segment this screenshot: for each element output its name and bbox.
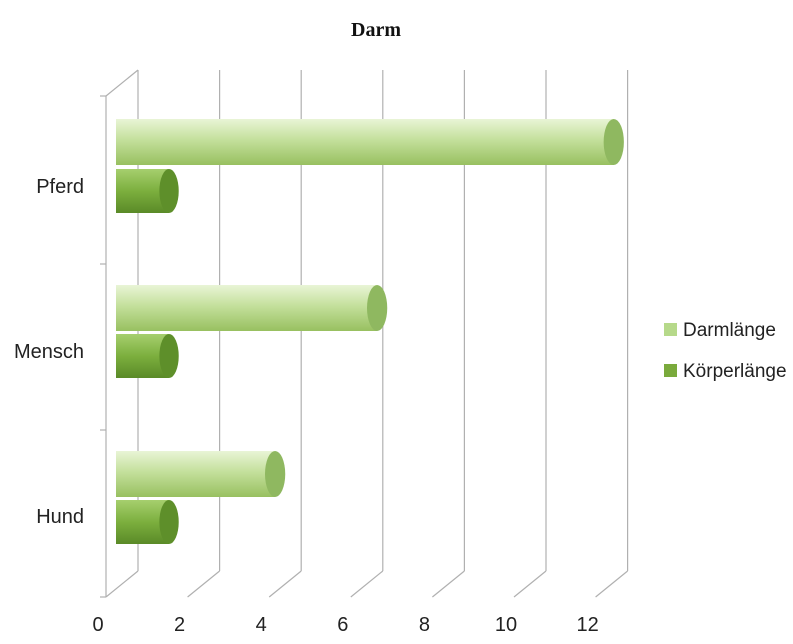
bar-koerperlaenge-pferd-body xyxy=(116,169,170,213)
bar-koerperlaenge-hund xyxy=(116,500,179,544)
bar-koerperlaenge-mensch-cap xyxy=(159,334,179,378)
bar-koerperlaenge-pferd xyxy=(116,169,179,213)
x-tick-label: 8 xyxy=(419,614,430,636)
x-tick-label: 4 xyxy=(256,614,267,636)
category-label-pferd: Pferd xyxy=(36,176,84,198)
floor-gridline xyxy=(187,570,220,598)
side-wall-top-edge xyxy=(105,69,139,97)
bar-darmlaenge-hund xyxy=(116,451,286,497)
floor-gridline xyxy=(350,570,384,598)
floor-gridline xyxy=(105,570,139,598)
y-axis-categories: Pferd Mensch Hund xyxy=(14,176,84,528)
floor-gridline xyxy=(595,570,628,598)
bar-koerperlaenge-pferd-cap xyxy=(159,169,179,213)
floor-gridline xyxy=(268,570,302,598)
chart-title: Darm xyxy=(351,19,401,41)
category-label-hund: Hund xyxy=(36,506,84,528)
bar-darmlaenge-pferd-cap xyxy=(603,119,624,165)
bar-darmlaenge-hund-body xyxy=(116,451,276,497)
category-label-mensch: Mensch xyxy=(14,341,84,363)
bar-koerperlaenge-hund-cap xyxy=(159,500,179,544)
floor-gridline xyxy=(432,570,465,598)
bar-koerperlaenge-mensch-body xyxy=(116,334,170,378)
x-tick-label: 2 xyxy=(174,614,185,636)
bars xyxy=(116,119,624,544)
bar-koerperlaenge-hund-body xyxy=(116,500,170,544)
bar-darmlaenge-mensch-body xyxy=(116,285,378,331)
floor-gridline xyxy=(513,570,547,598)
x-tick-label: 12 xyxy=(576,614,598,636)
bar-darmlaenge-pferd xyxy=(116,119,624,165)
legend: Darmlänge Körperlänge xyxy=(664,320,787,382)
x-tick-label: 0 xyxy=(92,614,103,636)
bar-darmlaenge-mensch xyxy=(116,285,388,331)
legend-label-koerperlaenge: Körperlänge xyxy=(683,361,787,382)
x-tick-label: 6 xyxy=(337,614,348,636)
x-axis-ticks: 0 2 4 6 8 10 12 xyxy=(92,614,598,636)
bar-darmlaenge-mensch-cap xyxy=(367,285,388,331)
legend-label-darmlaenge: Darmlänge xyxy=(683,320,776,341)
x-tick-label: 10 xyxy=(495,614,517,636)
bar-darmlaenge-pferd-body xyxy=(116,119,614,165)
legend-swatch-darmlaenge xyxy=(664,323,677,336)
bar-koerperlaenge-mensch xyxy=(116,334,179,378)
bar-darmlaenge-hund-cap xyxy=(265,451,286,497)
legend-swatch-koerperlaenge xyxy=(664,364,677,377)
